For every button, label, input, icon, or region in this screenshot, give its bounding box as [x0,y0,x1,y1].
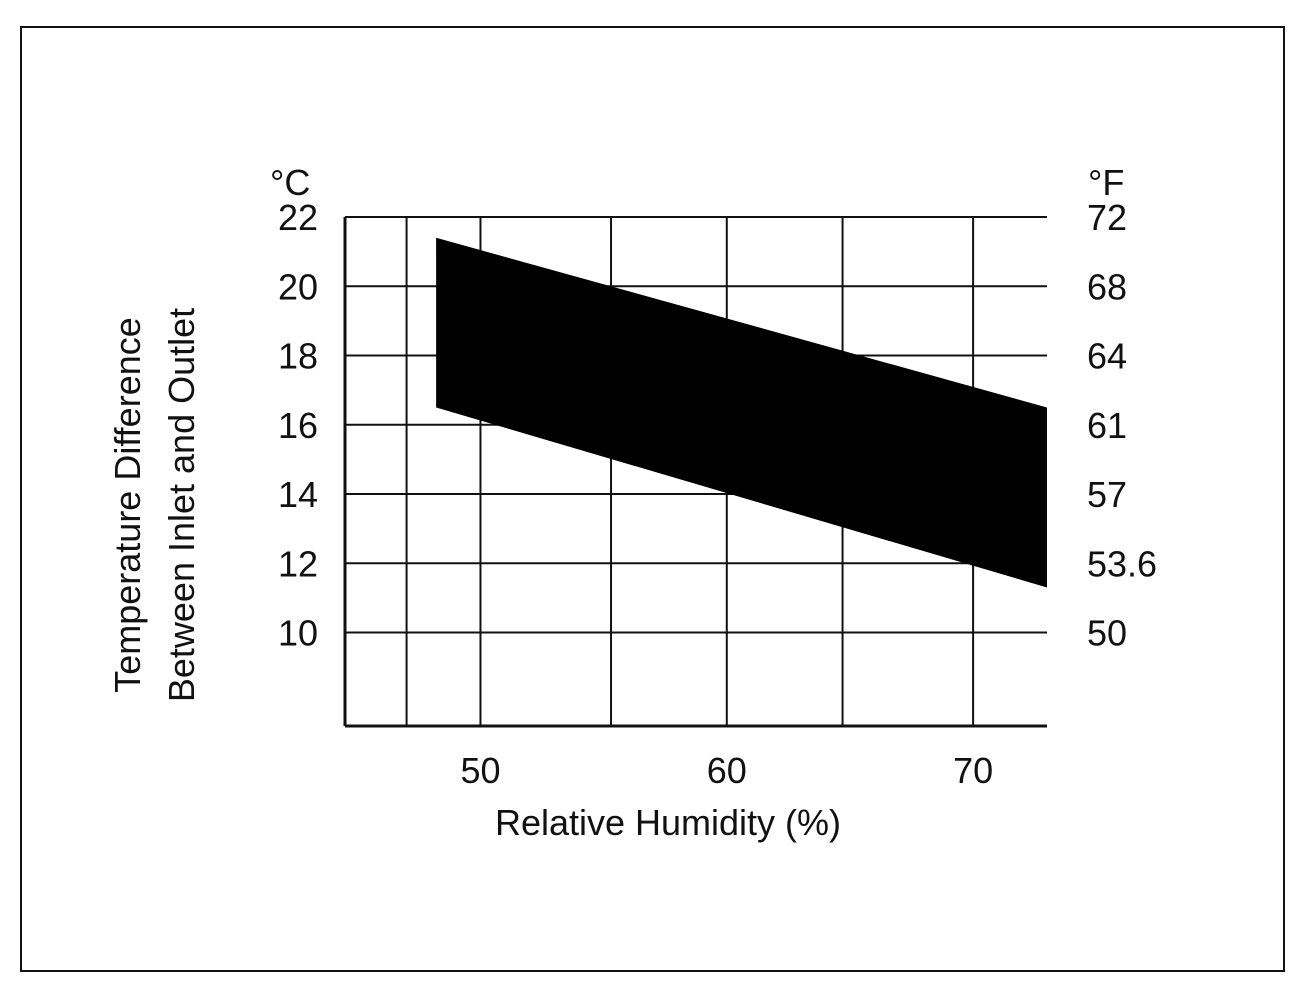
left-tick-labels: 10 12 14 16 18 20 22 [278,197,318,654]
right-tick-labels: 50 53.6 57 61 64 68 72 [1087,197,1157,654]
left-tick-label-4: 18 [278,336,318,377]
left-tick-label-1: 12 [278,543,318,584]
y-axis-title: Temperature Difference Between Inlet and… [107,308,202,702]
left-tick-label-0: 10 [278,613,318,654]
x-tick-label-0: 50 [460,750,500,791]
right-tick-label-2: 57 [1087,474,1127,515]
left-tick-label-2: 14 [278,474,318,515]
right-tick-label-0: 50 [1087,613,1127,654]
right-tick-label-6: 72 [1087,197,1127,238]
left-tick-label-3: 16 [278,405,318,446]
right-unit-label: °F [1088,162,1124,203]
chart-frame [20,26,1285,972]
right-tick-label-1: 53.6 [1087,543,1157,584]
left-tick-label-5: 20 [278,266,318,307]
x-tick-label-2: 70 [953,750,993,791]
y-axis-title-line-1: Temperature Difference [107,317,148,693]
left-unit-label: °C [270,162,310,203]
right-tick-label-3: 61 [1087,405,1127,446]
humidity-temperature-band [436,237,1047,588]
x-axis-title: Relative Humidity (%) [495,802,841,843]
right-tick-label-5: 68 [1087,266,1127,307]
y-axis-title-line-2: Between Inlet and Outlet [161,308,202,702]
axis-layer [343,217,1047,728]
right-tick-label-4: 64 [1087,336,1127,377]
x-tick-label-1: 60 [707,750,747,791]
left-tick-label-6: 22 [278,197,318,238]
x-tick-labels: 50 60 70 [460,750,993,791]
